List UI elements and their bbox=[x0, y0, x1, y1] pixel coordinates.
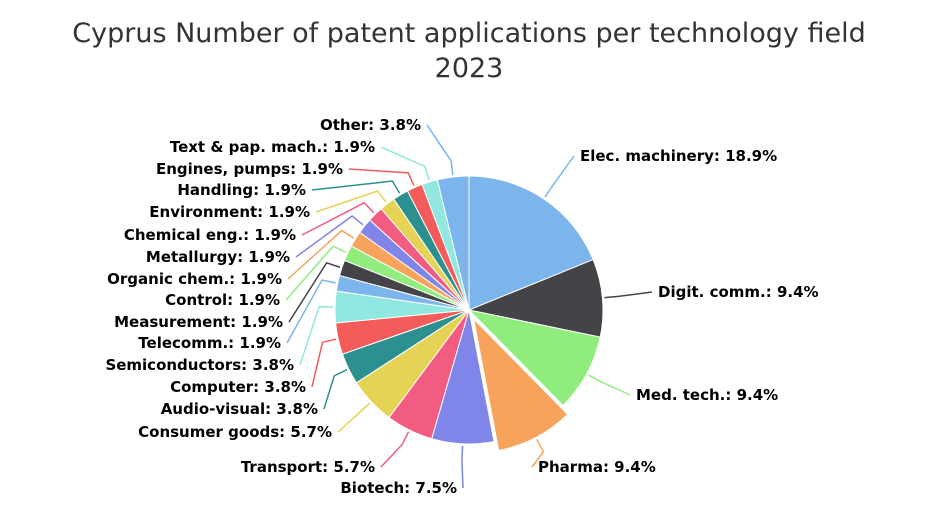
pie-slice[interactable] bbox=[436, 175, 470, 311]
slice-label: Semiconductors: 3.8% bbox=[105, 356, 294, 374]
slice-label: Consumer goods: 5.7% bbox=[138, 423, 332, 441]
label-connector bbox=[315, 190, 387, 213]
pie-slice[interactable] bbox=[467, 258, 604, 338]
label-connector bbox=[531, 438, 545, 468]
label-connectors bbox=[285, 124, 653, 489]
label-connector bbox=[604, 291, 653, 299]
slice-label: Organic chem.: 1.9% bbox=[107, 270, 282, 288]
label-connector bbox=[288, 261, 341, 323]
slice-label: Text & pap. mach.: 1.9% bbox=[170, 138, 375, 156]
label-connector bbox=[380, 146, 430, 181]
slice-label: Control: 1.9% bbox=[165, 291, 280, 309]
label-connector bbox=[588, 374, 631, 396]
slice-label: Transport: 5.7% bbox=[241, 458, 375, 476]
label-connector bbox=[461, 445, 464, 489]
slice-label: Measurement: 1.9% bbox=[114, 313, 283, 331]
label-connector bbox=[311, 338, 337, 388]
slice-label: Chemical eng.: 1.9% bbox=[124, 226, 296, 244]
label-connector bbox=[285, 245, 347, 301]
slice-label: Handling: 1.9% bbox=[177, 181, 306, 199]
label-connector bbox=[311, 180, 401, 194]
slice-label: Elec. machinery: 18.9% bbox=[580, 147, 777, 165]
label-connector bbox=[299, 305, 334, 366]
label-connector bbox=[544, 155, 575, 198]
label-connector bbox=[301, 201, 375, 236]
chart-title: Cyprus Number of patent applications per… bbox=[72, 18, 865, 49]
chart-subtitle: 2023 bbox=[435, 53, 504, 84]
pie-slices bbox=[334, 175, 604, 452]
slice-label: Audio-visual: 3.8% bbox=[161, 400, 318, 418]
label-connector bbox=[426, 124, 454, 176]
slice-label: Environment: 1.9% bbox=[149, 203, 310, 221]
slice-labels: Elec. machinery: 18.9% Digit. comm.: 9.4%… bbox=[105, 116, 818, 497]
slice-label: Metallurgy: 1.9% bbox=[146, 248, 290, 266]
pie-slice[interactable] bbox=[468, 175, 594, 311]
label-connector bbox=[323, 369, 348, 410]
slice-label: Pharma: 9.4% bbox=[538, 458, 656, 476]
slice-label: Digit. comm.: 9.4% bbox=[658, 283, 819, 301]
slice-label: Engines, pumps: 1.9% bbox=[156, 160, 343, 178]
slice-label: Telecomm.: 1.9% bbox=[138, 334, 281, 352]
label-connector bbox=[348, 168, 415, 186]
slice-label: Other: 3.8% bbox=[320, 116, 421, 134]
pie-slice[interactable] bbox=[467, 309, 601, 407]
label-connector bbox=[295, 215, 364, 258]
slice-label: Computer: 3.8% bbox=[170, 378, 306, 396]
label-connector bbox=[380, 431, 410, 468]
label-connector bbox=[287, 229, 355, 280]
slice-label: Biotech: 7.5% bbox=[340, 479, 457, 497]
pie-slice[interactable] bbox=[472, 317, 569, 452]
slice-label: Med. tech.: 9.4% bbox=[636, 386, 778, 404]
label-connector bbox=[286, 279, 336, 344]
label-connector bbox=[337, 402, 371, 433]
